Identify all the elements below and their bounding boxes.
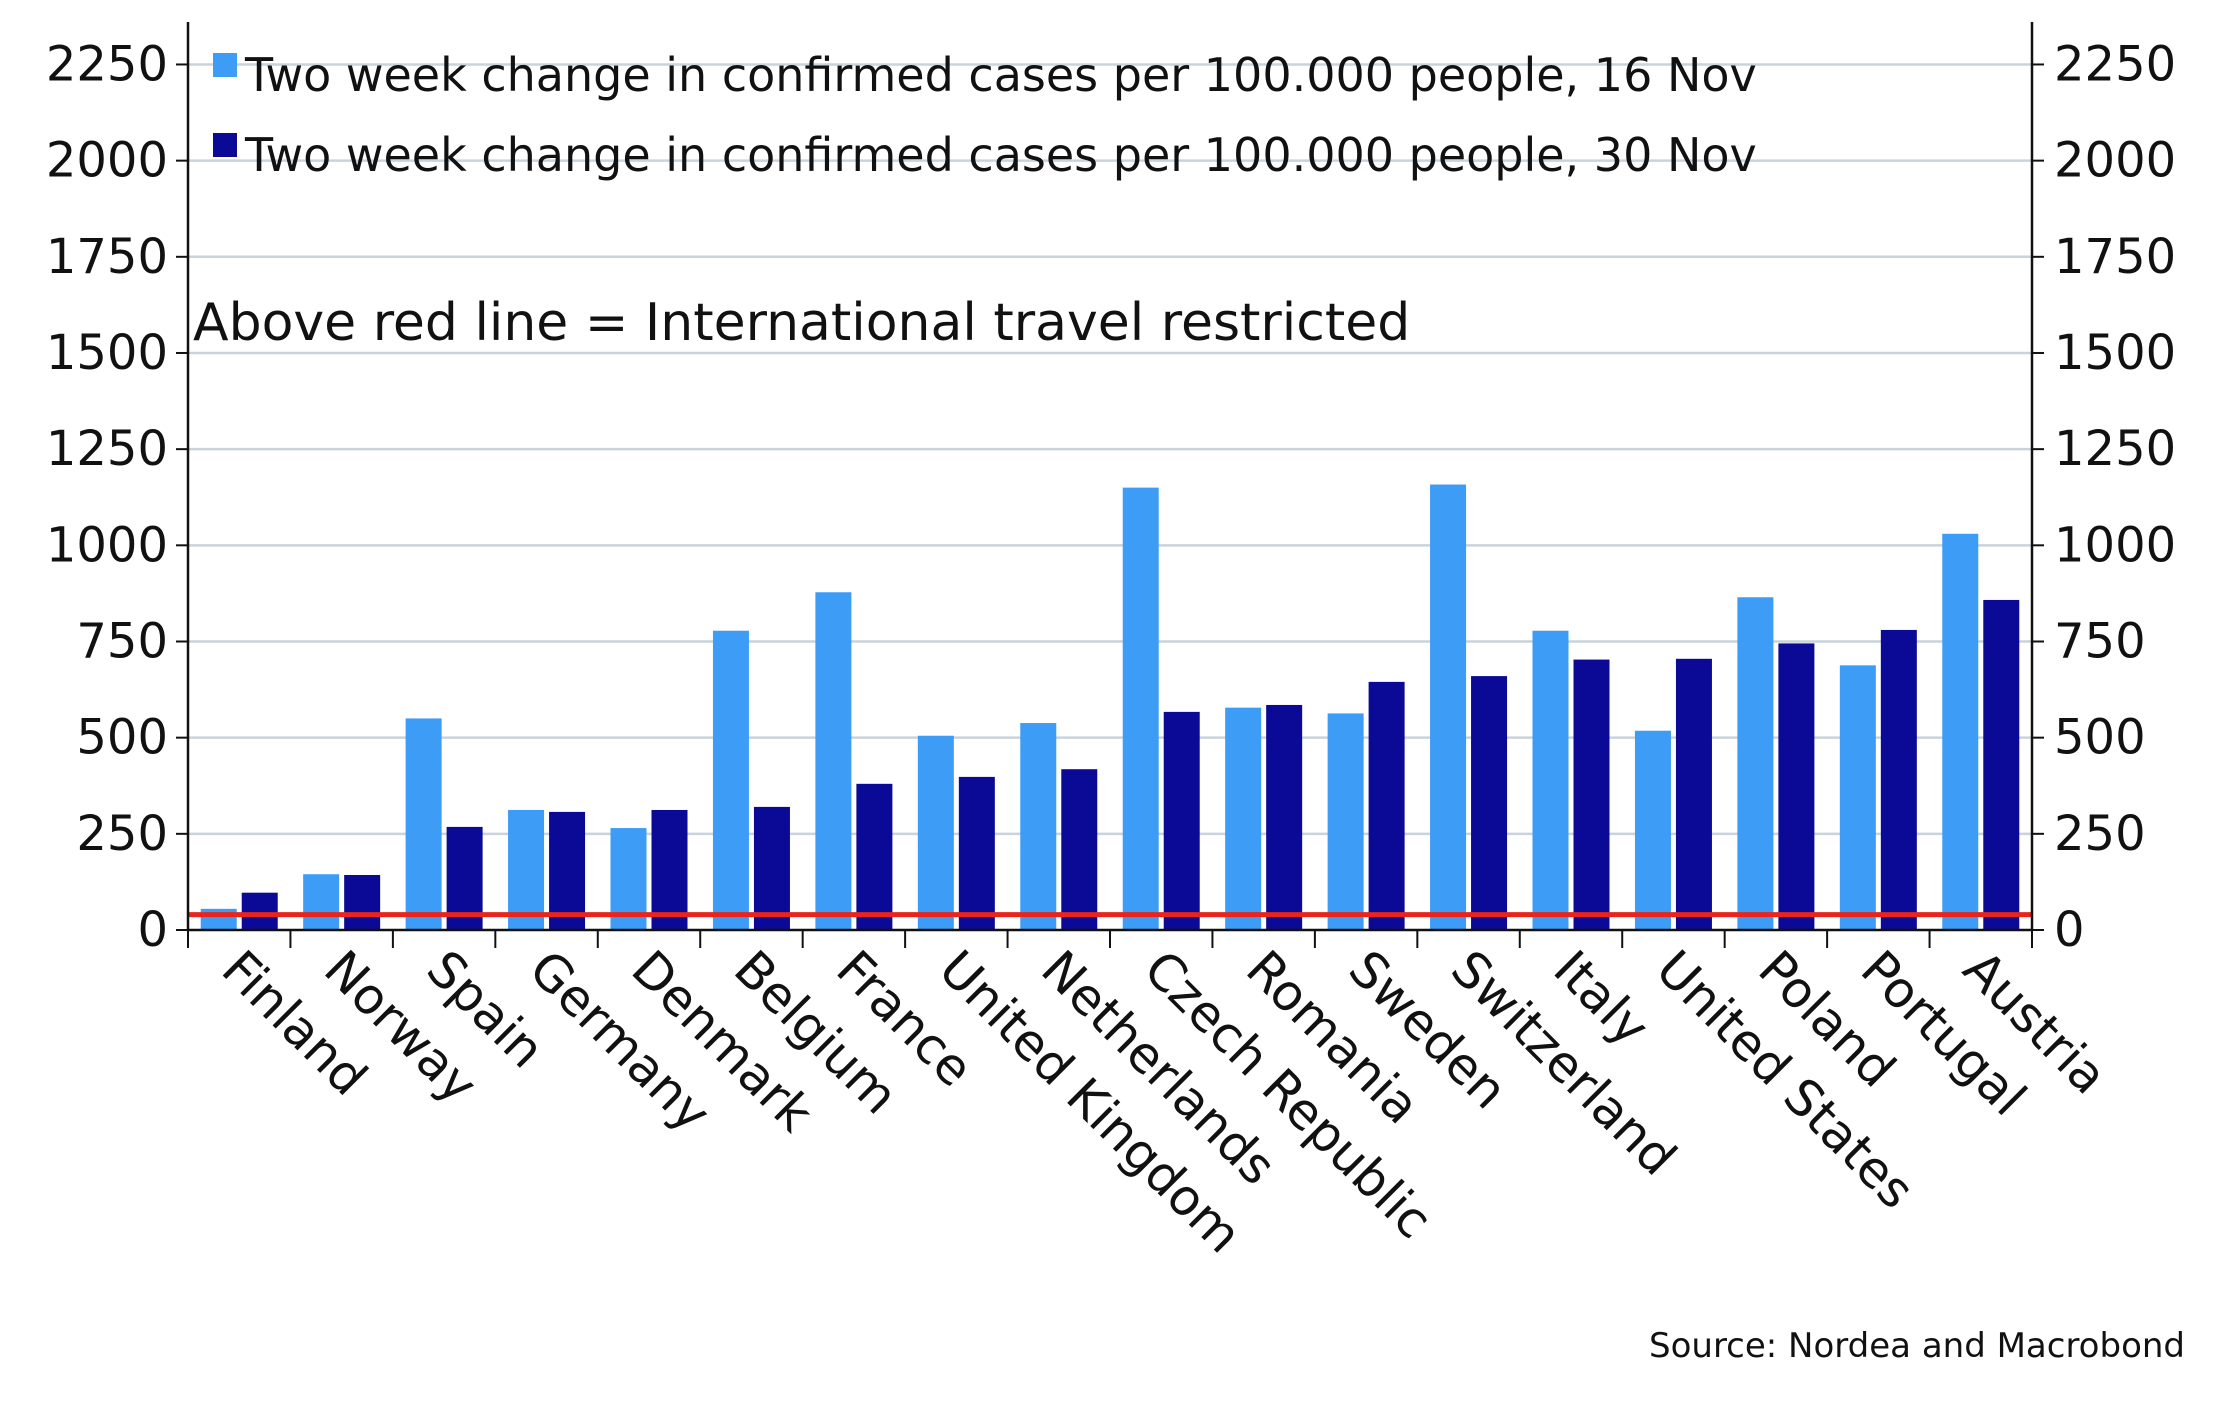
y-tick-label-right: 750 <box>2054 613 2146 669</box>
bar-16nov <box>303 874 340 930</box>
bar-16nov <box>1225 707 1262 930</box>
bar-16nov <box>1020 723 1057 930</box>
y-tick-label-left: 1750 <box>46 229 168 285</box>
y-tick-label-left: 750 <box>76 613 168 669</box>
bar-30nov <box>958 776 995 930</box>
y-tick-label-left: 500 <box>76 710 168 766</box>
bar-30nov <box>856 783 893 930</box>
y-tick-label-right: 2000 <box>2054 133 2176 189</box>
bar-30nov <box>1675 658 1712 930</box>
bar-16nov <box>1430 484 1467 930</box>
bar-16nov <box>1327 713 1364 930</box>
gridlines <box>188 63 2032 836</box>
bar-30nov <box>1061 769 1098 930</box>
annotation-text: Above red line = International travel re… <box>193 293 1410 353</box>
legend-swatch <box>213 53 237 77</box>
bar-30nov <box>549 811 586 930</box>
bar-30nov <box>1778 643 1815 930</box>
bar-30nov <box>651 809 688 930</box>
axes <box>176 22 2044 948</box>
bar-30nov <box>1573 659 1610 930</box>
bar-30nov <box>344 874 381 930</box>
bar-16nov <box>1839 665 1876 930</box>
y-tick-label-right: 1000 <box>2054 517 2176 573</box>
bar-16nov <box>1942 533 1979 930</box>
y-tick-label-left: 2250 <box>46 36 168 92</box>
y-tick-label-left: 2000 <box>46 133 168 189</box>
y-tick-label-left: 0 <box>137 902 168 958</box>
bar-30nov <box>1983 599 2020 930</box>
bar-30nov <box>1880 629 1917 930</box>
bar-16nov <box>1122 487 1159 930</box>
bar-30nov <box>753 806 790 930</box>
y-tick-label-right: 0 <box>2054 902 2085 958</box>
bar-16nov <box>917 735 954 930</box>
legend-label: Two week change in confirmed cases per 1… <box>244 48 1757 102</box>
bar-30nov <box>1368 681 1405 930</box>
bar-16nov <box>508 809 545 930</box>
y-tick-label-left: 1250 <box>46 421 168 477</box>
y-tick-label-right: 1500 <box>2054 325 2176 381</box>
legend-swatch <box>213 133 237 157</box>
legend-label: Two week change in confirmed cases per 1… <box>244 128 1757 182</box>
y-tick-label-right: 1750 <box>2054 229 2176 285</box>
bar-16nov <box>200 908 237 930</box>
bars <box>200 484 2020 930</box>
bar-16nov <box>712 630 749 930</box>
bar-30nov <box>241 892 278 930</box>
bar-30nov <box>1163 711 1200 930</box>
y-tick-label-left: 1000 <box>46 517 168 573</box>
y-tick-label-right: 250 <box>2054 806 2146 862</box>
source-text: Source: Nordea and Macrobond <box>1649 1326 2185 1366</box>
legend: Two week change in confirmed cases per 1… <box>213 48 1757 182</box>
y-tick-label-left: 250 <box>76 806 168 862</box>
bar-30nov <box>1266 704 1303 930</box>
y-tick-label-right: 2250 <box>2054 36 2176 92</box>
bar-16nov <box>815 592 852 930</box>
y-tick-label-right: 500 <box>2054 710 2146 766</box>
bar-16nov <box>1737 597 1774 930</box>
bar-30nov <box>1471 676 1508 930</box>
y-tick-label-right: 1250 <box>2054 421 2176 477</box>
bar-16nov <box>1532 630 1569 930</box>
y-tick-label-left: 1500 <box>46 325 168 381</box>
bar-16nov <box>405 718 442 930</box>
bar-16nov <box>1634 730 1671 930</box>
category-labels: FinlandNorwaySpainGermanyDenmarkBelgiumF… <box>211 939 2118 1264</box>
tick-labels: 0 0 250 250 500 500 750 750 1000 1000 1250 1250 1500… <box>46 36 2176 958</box>
